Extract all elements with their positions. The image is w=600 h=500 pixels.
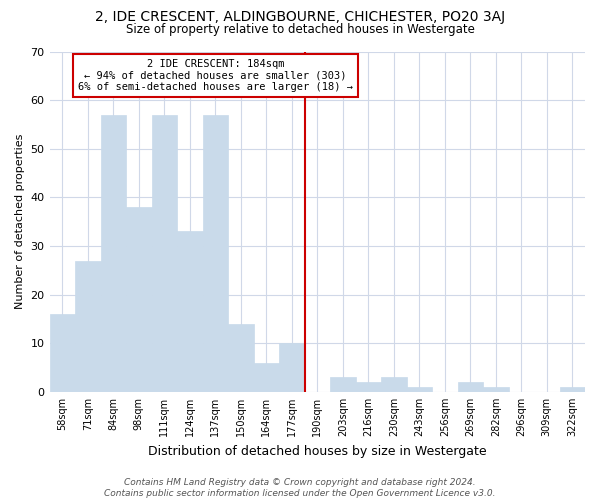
Bar — [279, 344, 305, 392]
Bar — [50, 314, 75, 392]
X-axis label: Distribution of detached houses by size in Westergate: Distribution of detached houses by size … — [148, 444, 487, 458]
Bar — [560, 387, 585, 392]
Bar — [203, 114, 228, 392]
Bar — [101, 114, 126, 392]
Text: 2 IDE CRESCENT: 184sqm
← 94% of detached houses are smaller (303)
6% of semi-det: 2 IDE CRESCENT: 184sqm ← 94% of detached… — [78, 59, 353, 92]
Bar — [407, 387, 432, 392]
Bar — [152, 114, 177, 392]
Text: Size of property relative to detached houses in Westergate: Size of property relative to detached ho… — [125, 22, 475, 36]
Bar — [228, 324, 254, 392]
Text: 2, IDE CRESCENT, ALDINGBOURNE, CHICHESTER, PO20 3AJ: 2, IDE CRESCENT, ALDINGBOURNE, CHICHESTE… — [95, 10, 505, 24]
Y-axis label: Number of detached properties: Number of detached properties — [15, 134, 25, 310]
Bar — [75, 260, 101, 392]
Bar — [254, 363, 279, 392]
Bar — [458, 382, 483, 392]
Bar — [177, 232, 203, 392]
Bar — [356, 382, 381, 392]
Bar — [330, 378, 356, 392]
Bar — [126, 207, 152, 392]
Bar — [381, 378, 407, 392]
Text: Contains HM Land Registry data © Crown copyright and database right 2024.
Contai: Contains HM Land Registry data © Crown c… — [104, 478, 496, 498]
Bar — [483, 387, 509, 392]
